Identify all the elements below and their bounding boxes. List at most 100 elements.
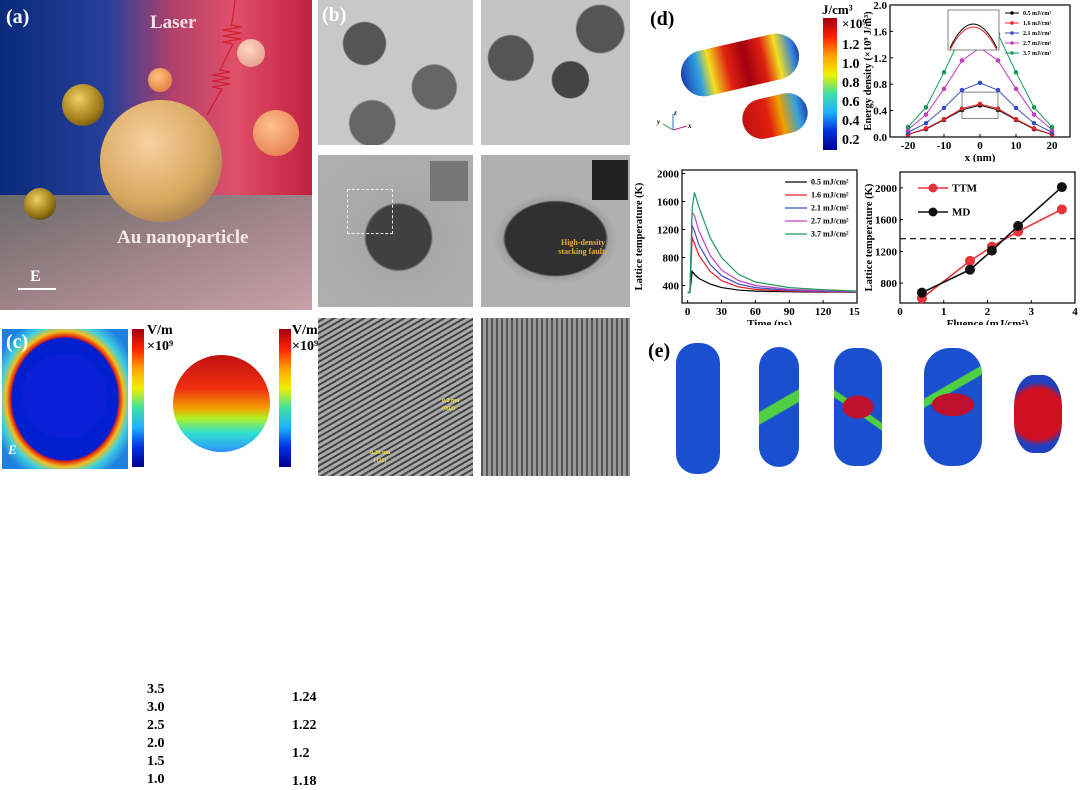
x-axis-label: Fluence (mJ/cm²) [947, 318, 1029, 325]
panel-label: (e) [648, 340, 671, 362]
series-line-1 [921, 186, 1063, 294]
data-point [941, 105, 947, 111]
lattice-temperature-fluence-chart: 0 1 2 3 4 800 1200 1600 2000 Fluence (mJ/cm²) Latt… [864, 171, 1078, 325]
y-tick-label: 0.0 [873, 132, 887, 144]
particle-cross-section [22, 353, 108, 439]
y-tick-label: 1200 [657, 225, 680, 237]
data-point [941, 70, 947, 75]
colorbar-tick: 2.0 [147, 736, 165, 751]
colorbar-tick: 0.4 [842, 114, 860, 129]
colorbar [132, 329, 144, 467]
data-point [923, 105, 929, 110]
laser-label: Laser [150, 12, 197, 33]
inset-curve [949, 26, 998, 51]
colorbar-tick: 0.8 [842, 76, 860, 91]
y-tick-label: 1600 [875, 215, 898, 227]
lattice-temperature-time-chart: 0 30 60 90 120 150 400 800 1200 1600 2000 Time (ps)… [634, 169, 860, 326]
y-tick-label: 0.4 [873, 106, 887, 118]
md-snapshot [834, 348, 882, 466]
nanoparticle [253, 110, 299, 156]
md-snapshot [759, 347, 799, 467]
md-snapshot [676, 343, 720, 474]
colorbar-tick: 1.0 [147, 772, 165, 787]
legend-label: 2.7 mJ/cm² [811, 217, 849, 226]
x-tick-label: 3 [1029, 306, 1035, 318]
lattice-spacing-label: 0.2 nm [442, 398, 460, 404]
x-tick-label: 1 [941, 306, 947, 318]
legend-label: 1.6 mJ/cm² [1023, 21, 1051, 27]
hrtem-image [481, 318, 630, 476]
colorbar-unit: J/cm³ [822, 2, 853, 17]
colorbar-tick: 1.5 [147, 754, 165, 769]
y-tick-label: 2000 [875, 183, 898, 195]
panel-label: (c) [6, 331, 29, 353]
legend-label: 2.7 mJ/cm² [1023, 41, 1051, 47]
x-tick-label: 120 [815, 306, 832, 318]
y-axis-label: Lattice temperature (K) [634, 182, 645, 290]
colorbar-tick: 1.2 [842, 38, 860, 53]
series-line-0 [687, 269, 857, 294]
nanorod-cut-view [738, 89, 812, 143]
colorbar [823, 18, 837, 150]
panel-label: (b) [322, 4, 347, 26]
data-point [1031, 105, 1037, 110]
legend-marker [1010, 11, 1014, 15]
inset-plot [947, 9, 1000, 51]
x-tick-label: 30 [716, 306, 728, 318]
legend-label: 2.1 mJ/cm² [811, 204, 849, 213]
x-tick-label: 4 [1072, 306, 1078, 318]
colorbar-tick: 1.22 [292, 718, 317, 733]
data-point [1049, 124, 1055, 130]
colorbar-tick: 1.2 [292, 746, 310, 761]
data-point [1013, 70, 1019, 75]
legend-label: 1.6 mJ/cm² [811, 191, 849, 200]
stacking-fault-annotation: High-density stacking faults [558, 238, 608, 256]
colorbar-tick: 1.24 [292, 690, 317, 705]
data-point [1031, 126, 1037, 131]
double-arrow-icon [18, 288, 56, 290]
colorbar-tick: 2.5 [147, 718, 165, 733]
md-snapshot [924, 348, 982, 466]
x-tick-label: -20 [901, 140, 916, 152]
x-tick-label: 0 [977, 140, 983, 152]
particle-label: Au nanoparticle [117, 227, 249, 248]
data-point [959, 87, 965, 93]
data-point [1013, 220, 1024, 231]
field-label: E [30, 268, 41, 285]
tem-image [318, 0, 473, 145]
data-point [941, 86, 947, 92]
data-point [1013, 105, 1019, 111]
data-point [965, 255, 975, 266]
data-point [986, 245, 997, 256]
tem-image [481, 0, 630, 145]
data-point [977, 80, 983, 86]
series-line-3 [907, 47, 1053, 131]
plot-frame [681, 169, 858, 304]
data-point [995, 58, 1001, 63]
lattice-spacing-label: 0.24 nm [370, 450, 391, 456]
fft-inset [430, 161, 468, 201]
colorbar-tick: 3.0 [147, 700, 165, 715]
colorbar-tick: 1.18 [292, 774, 317, 789]
data-point [1031, 112, 1037, 117]
colorbar-tick: 0.6 [842, 95, 860, 110]
energy-density-chart: -20 -10 0 10 20 0.0 0.4 0.8 1.2 1.6 2.0 x (nm) Energ… [863, 0, 1071, 162]
y-axis-label: Energy density (×10⁹ J/m³) [863, 11, 874, 131]
panel-label: (a) [6, 6, 30, 28]
data-point [965, 264, 975, 275]
y-tick-label: 1600 [657, 197, 680, 209]
legend-label: 0.5 mJ/cm² [811, 178, 849, 187]
colorbar-unit: V/m [147, 323, 173, 338]
legend-marker [928, 207, 938, 217]
y-axis-label: Lattice temperature (K) [864, 183, 875, 291]
colorbar [279, 329, 291, 467]
colorbar-scale: ×10⁹ [292, 339, 319, 354]
y-tick-label: 800 [663, 253, 680, 265]
x-tick-label: 0 [685, 306, 691, 318]
series-line-2 [907, 82, 1053, 133]
x-tick-label: 10 [1011, 140, 1023, 152]
panel-a-illustration: Laser Au nanoparticle E (a) [0, 0, 312, 310]
hrtem-image [318, 318, 473, 476]
data-point [1013, 116, 1019, 122]
md-snapshot [1014, 375, 1062, 453]
